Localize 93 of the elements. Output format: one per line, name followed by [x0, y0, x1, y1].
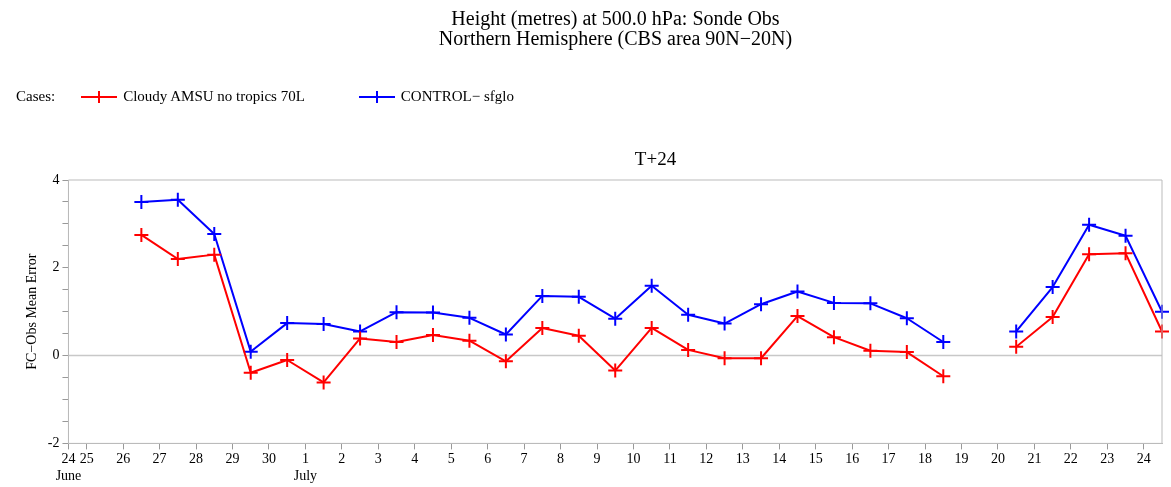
point [898, 344, 915, 361]
legend-label: CONTROL− sfglo [400, 88, 514, 105]
point [424, 304, 441, 321]
point [388, 304, 405, 321]
point [315, 315, 332, 332]
point [789, 283, 806, 300]
point [1117, 245, 1134, 262]
y-tick-label: 4 [52, 171, 60, 187]
x-tick-label: 28 [189, 451, 204, 467]
x-tick-label: 22 [1063, 451, 1078, 467]
point [1008, 338, 1025, 355]
x-tick-label: 3 [374, 451, 382, 467]
point [789, 308, 806, 325]
x-tick-label: 6 [484, 451, 492, 467]
x-tick-label: 25 [79, 451, 94, 467]
point [242, 364, 259, 381]
point [825, 294, 842, 311]
point [570, 288, 587, 305]
x-tick-label: 23 [1100, 451, 1115, 467]
point [1044, 308, 1061, 325]
point [461, 332, 478, 349]
point [534, 319, 551, 336]
point [753, 296, 770, 313]
point [935, 333, 952, 350]
x-tick-label: 29 [225, 451, 240, 467]
x-tick-label: 17 [881, 451, 896, 467]
point [1008, 323, 1025, 340]
x-tick-label: 13 [735, 451, 750, 467]
x-tick-label: 8 [557, 451, 565, 467]
point [497, 353, 514, 370]
text: T+24 [633, 148, 678, 170]
point [169, 191, 186, 208]
point [133, 193, 150, 210]
x-tick-label: 11 [663, 451, 677, 467]
y-tick-label: 0 [52, 347, 60, 363]
point [680, 341, 697, 358]
y-tick-label: 2 [52, 259, 60, 275]
legend-label: Cloudy AMSU no tropics 70L [123, 88, 305, 105]
point [133, 226, 150, 243]
point [1081, 246, 1098, 263]
point [716, 350, 733, 367]
y-tick-label: -2 [47, 435, 60, 451]
point [935, 368, 952, 385]
point [497, 326, 514, 343]
x-tick-label: 9 [593, 451, 601, 467]
legend-title: Cases: [16, 88, 56, 105]
point [607, 362, 624, 379]
point [862, 295, 879, 312]
x-tick-label: 12 [699, 451, 714, 467]
x-tick-label: 7 [520, 451, 528, 467]
x-tick-label: 19 [954, 451, 969, 467]
point [607, 310, 624, 327]
point [680, 306, 697, 323]
point [279, 315, 296, 332]
point [862, 342, 879, 359]
point [898, 310, 915, 327]
x-tick-label: 4 [411, 451, 419, 467]
y-axis-title: FC−Obs Mean Error [24, 253, 40, 370]
point [388, 333, 405, 350]
x-tick-label: 14 [772, 451, 787, 467]
point [643, 277, 660, 294]
point [534, 287, 551, 304]
x-tick-label: 1 July [293, 451, 318, 484]
point [461, 309, 478, 326]
x-tick-label: 27 [152, 451, 167, 467]
point [242, 343, 259, 360]
x-tick-label: 5 [447, 451, 455, 467]
x-tick-label: 30 [261, 451, 276, 467]
x-tick-label: 16 [845, 451, 860, 467]
point [1117, 227, 1134, 244]
x-tick-label: 24 [1136, 451, 1151, 467]
point [570, 327, 587, 344]
point [753, 350, 770, 367]
point [169, 251, 186, 268]
x-tick-label: 15 [808, 451, 823, 467]
point [1044, 279, 1061, 296]
point [424, 326, 441, 343]
x-tick-label: 10 [626, 451, 641, 467]
point [1081, 216, 1098, 233]
x-tick-label: 2 [338, 451, 346, 467]
x-tick-label: 20 [990, 451, 1005, 467]
chart-title: Height (metres) at 500.0 hPa: Sonde Obs [451, 7, 781, 29]
point [352, 330, 369, 347]
point [206, 246, 223, 263]
point [279, 351, 296, 368]
point [825, 329, 842, 346]
point [315, 374, 332, 391]
x-tick-label: 26 [116, 451, 131, 467]
x-tick-label: 21 [1027, 451, 1042, 467]
point [716, 315, 733, 332]
x-tick-label: 18 [918, 451, 933, 467]
point [643, 319, 660, 336]
point [206, 226, 223, 242]
